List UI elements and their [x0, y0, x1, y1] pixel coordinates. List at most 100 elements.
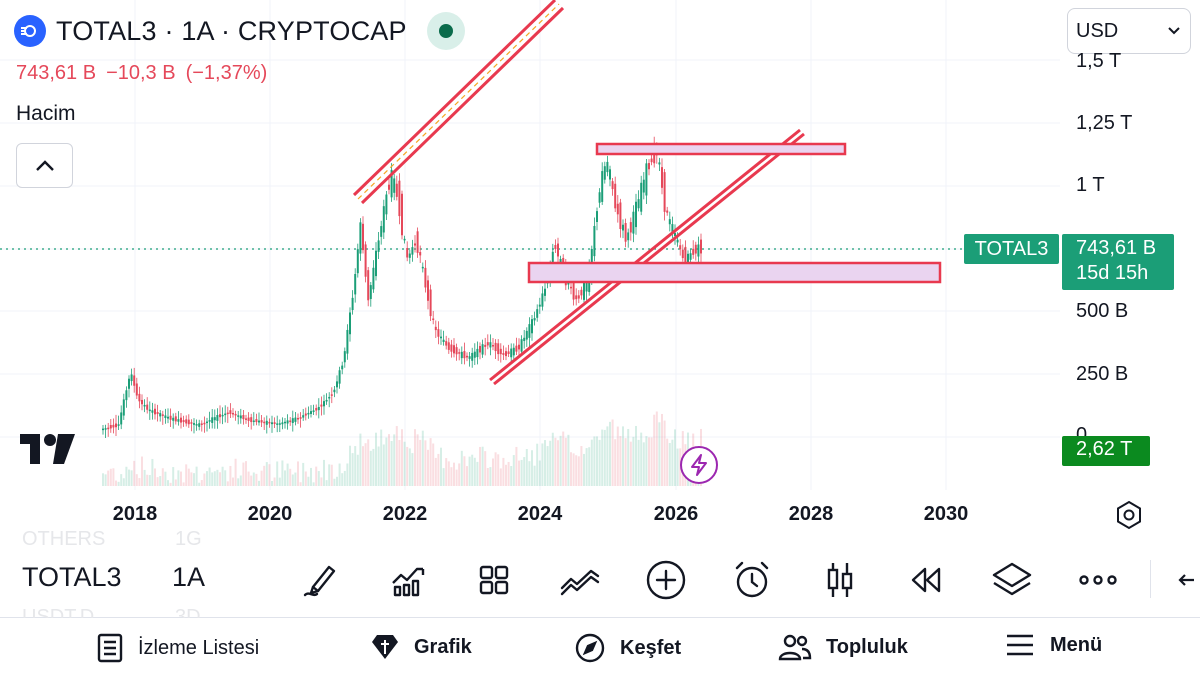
candles-icon[interactable]	[818, 558, 862, 602]
volume-bar	[674, 429, 676, 486]
volume-bar	[260, 470, 263, 486]
candle-body	[661, 167, 663, 188]
candle-body	[596, 211, 598, 222]
candle-body	[523, 337, 526, 342]
collapse-legend-button[interactable]	[16, 143, 73, 188]
volume-value-tag: 2,62 T	[1062, 436, 1150, 466]
candle-body	[473, 351, 476, 358]
nav-menu[interactable]: Menü	[1004, 632, 1102, 658]
volume-bar	[174, 479, 177, 486]
candle-body	[211, 417, 214, 423]
scroll-left-icon[interactable]	[1172, 558, 1200, 602]
candle-body	[471, 352, 474, 361]
volume-bar	[336, 476, 338, 486]
volume-bar	[167, 480, 169, 486]
add-icon[interactable]	[644, 558, 688, 602]
candles	[102, 136, 702, 438]
nav-watchlist-label: İzleme Listesi	[138, 636, 260, 659]
compare-icon[interactable]	[558, 558, 602, 602]
nav-watchlist[interactable]: İzleme Listesi	[96, 632, 259, 664]
ghost-symbol-top[interactable]: OTHERS	[22, 528, 106, 550]
candle-body	[622, 224, 624, 231]
chart-area[interactable]: TOTAL3 · 1A · CRYPTOCAP 743,61 B −10,3 B…	[0, 0, 1200, 540]
indicators-icon[interactable]	[386, 558, 430, 602]
candle-body	[146, 404, 149, 410]
nav-explore[interactable]: Keşfet	[574, 632, 681, 664]
candle-body	[668, 219, 671, 225]
symbol-header[interactable]: TOTAL3 · 1A · CRYPTOCAP	[14, 12, 465, 50]
candle-body	[421, 266, 424, 269]
candle-body	[609, 169, 611, 180]
tradingview-logo-icon[interactable]	[20, 432, 76, 466]
candle-body	[213, 417, 216, 421]
candle-body	[141, 399, 143, 405]
brush-icon[interactable]	[298, 558, 342, 602]
more-icon[interactable]	[1076, 558, 1120, 602]
volume-bar	[115, 480, 117, 486]
candle-body	[684, 246, 687, 268]
last-price-tag: 743,61 B 15d 15h	[1062, 234, 1174, 290]
candle-body	[310, 411, 312, 414]
volume-bar	[250, 475, 253, 486]
volume-bar	[317, 471, 320, 486]
templates-icon[interactable]	[472, 558, 516, 602]
candle-body	[538, 304, 541, 307]
candle-body	[221, 414, 224, 417]
candle-body	[411, 247, 414, 255]
volume-bar	[141, 456, 143, 486]
volume-bar	[263, 465, 266, 486]
volume-bar	[408, 448, 411, 486]
symbol-title[interactable]: TOTAL3 · 1A · CRYPTOCAP	[56, 15, 407, 46]
compass-icon	[575, 633, 605, 663]
volume-bar	[310, 467, 312, 486]
candle-body	[174, 416, 177, 422]
candle-body	[346, 329, 349, 354]
currency-select[interactable]: USD	[1067, 8, 1191, 54]
candle-body	[169, 415, 172, 420]
volume-bar	[515, 446, 518, 486]
candle-body	[614, 183, 617, 209]
layers-icon[interactable]	[990, 558, 1034, 602]
volume-bar	[112, 468, 115, 486]
candle-body	[167, 416, 169, 419]
candle-body	[554, 245, 557, 250]
symbol-picker[interactable]: TOTAL3	[22, 562, 122, 592]
candle-body	[343, 351, 346, 363]
replay-icon[interactable]	[904, 558, 948, 602]
volume-bar	[486, 467, 489, 486]
candle-body	[518, 344, 520, 350]
volume-bar	[666, 438, 669, 486]
market-status-icon[interactable]	[426, 12, 465, 50]
price-chart[interactable]	[0, 0, 1200, 540]
ghost-interval-top[interactable]: 1G	[175, 528, 202, 550]
volume-bar	[440, 447, 442, 486]
flash-icon[interactable]	[680, 446, 718, 484]
volume-bar	[268, 464, 271, 486]
volume-bar	[525, 449, 528, 486]
alert-icon[interactable]	[730, 558, 774, 602]
candle-body	[193, 423, 195, 425]
candle-body	[375, 250, 377, 277]
nav-community[interactable]: Topluluk	[778, 632, 908, 662]
volume-bar	[512, 455, 515, 486]
volume-indicator-label[interactable]: Hacim	[16, 102, 76, 125]
candle-body	[432, 318, 435, 320]
price-change-percent: (−1,37%)	[185, 62, 268, 84]
candle-body	[312, 410, 315, 412]
candle-body	[640, 182, 643, 212]
chevron-up-icon	[35, 159, 54, 171]
candle-body	[380, 226, 383, 237]
candle-body	[356, 249, 359, 274]
chart-settings-icon[interactable]	[1114, 500, 1144, 530]
volume-bar	[650, 437, 653, 486]
volume-bar	[447, 461, 450, 486]
candle-body	[216, 415, 219, 421]
interval-picker[interactable]: 1A	[172, 562, 206, 592]
candle-body	[466, 355, 468, 358]
volume-bar	[109, 468, 112, 486]
volume-bar	[499, 468, 502, 486]
volume-bar	[232, 477, 234, 486]
nav-chart[interactable]: Grafik	[370, 632, 472, 662]
candle-body	[135, 383, 138, 396]
candle-body	[598, 192, 601, 203]
